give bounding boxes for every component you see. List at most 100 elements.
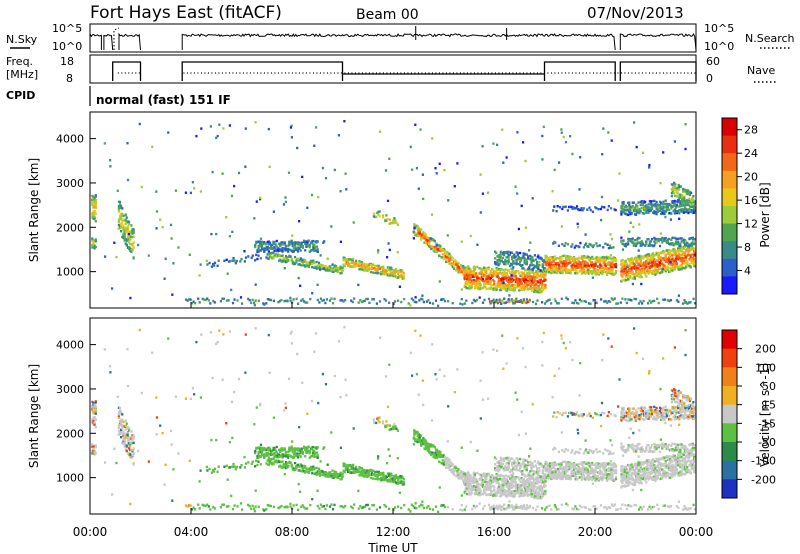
heatmap-cell — [337, 270, 340, 273]
heatmap-cell — [122, 235, 125, 238]
heatmap-cell — [507, 256, 510, 259]
heatmap-cell — [633, 121, 636, 124]
heatmap-cell — [255, 241, 258, 244]
heatmap-cell — [553, 264, 556, 267]
heatmap-cell — [622, 266, 625, 269]
heatmap-cell — [251, 298, 254, 302]
heatmap-cell — [574, 207, 577, 210]
heatmap-cell — [652, 244, 655, 248]
heatmap-cell — [91, 212, 94, 215]
heatmap-cell — [555, 271, 559, 274]
heatmap-cell — [292, 249, 295, 252]
heatmap-cell — [508, 294, 511, 297]
heatmap-cell — [278, 254, 281, 257]
heatmap-cell — [673, 188, 676, 192]
heatmap-cell — [664, 210, 667, 213]
heatmap-cell — [644, 267, 647, 270]
heatmap-cell — [628, 264, 631, 267]
heatmap-cell — [377, 264, 380, 268]
heatmap-cell — [563, 254, 566, 257]
heatmap-cell — [627, 201, 630, 204]
heatmap-cell — [688, 265, 691, 268]
heatmap-cell — [263, 241, 266, 244]
heatmap-cell — [244, 462, 248, 465]
heatmap-cell — [120, 418, 123, 422]
heatmap-cell — [691, 253, 694, 256]
heatmap-cell — [660, 201, 663, 204]
heatmap-cell — [609, 269, 612, 272]
heatmap-cell — [549, 260, 552, 264]
heatmap-cell — [609, 300, 612, 303]
heatmap-cell — [373, 266, 376, 270]
heatmap-cell — [572, 256, 576, 260]
heatmap-cell — [260, 247, 264, 250]
heatmap-cell — [686, 260, 689, 263]
heatmap-cell — [522, 141, 525, 144]
heatmap-cell — [448, 259, 451, 262]
heatmap-cell — [622, 239, 625, 242]
heatmap-cell — [424, 439, 427, 442]
heatmap-cell — [389, 274, 392, 277]
heatmap-cell — [677, 186, 680, 189]
heatmap-cell — [587, 268, 590, 272]
heatmap-cell — [161, 226, 164, 229]
heatmap-cell — [637, 201, 640, 204]
heatmap-cell — [306, 301, 309, 304]
heatmap-cell — [284, 466, 288, 470]
heatmap-cell — [638, 275, 641, 279]
heatmap-cell — [531, 197, 534, 200]
heatmap-cell — [641, 151, 645, 154]
heatmap-cell — [352, 257, 355, 261]
heatmap-cell — [572, 301, 575, 305]
heatmap-cell — [543, 283, 546, 287]
heatmap-cell — [121, 413, 124, 416]
heatmap-cell — [496, 273, 499, 276]
heatmap-cell — [556, 205, 559, 208]
heatmap-cell — [552, 242, 555, 245]
heatmap-cell — [121, 427, 124, 430]
heatmap-cell — [296, 257, 300, 261]
heatmap-cell — [402, 277, 405, 280]
heatmap-cell — [321, 166, 324, 170]
heatmap-cell — [243, 250, 246, 253]
heatmap-cell — [564, 242, 567, 245]
heatmap-cell — [658, 244, 662, 248]
heatmap-cell — [498, 258, 501, 262]
heatmap-cell — [126, 437, 130, 440]
heatmap-cell — [576, 222, 579, 226]
heatmap-cell — [543, 273, 546, 276]
heatmap-cell — [468, 287, 471, 290]
nsky-label: N.Sky — [6, 33, 38, 46]
heatmap-cell — [654, 242, 657, 245]
heatmap-cell — [121, 219, 124, 222]
heatmap-cell — [475, 279, 478, 282]
heatmap-cell — [483, 280, 486, 283]
heatmap-cell — [690, 198, 693, 201]
heatmap-cell — [483, 284, 486, 287]
heatmap-cell — [640, 240, 643, 243]
heatmap-cell — [424, 233, 427, 236]
heatmap-cell — [449, 255, 452, 258]
heatmap-cell — [104, 255, 107, 258]
heatmap-cell — [595, 207, 598, 210]
heatmap-cell — [132, 452, 135, 456]
heatmap-cell — [313, 249, 316, 252]
heatmap-cell — [383, 479, 386, 482]
heatmap-cell — [298, 259, 301, 262]
heatmap-cell — [673, 184, 676, 187]
heatmap-cell — [359, 474, 362, 477]
heatmap-cell — [347, 468, 350, 472]
heatmap-cell — [442, 256, 445, 259]
heatmap-cell — [273, 249, 276, 253]
heatmap-cell — [600, 205, 604, 209]
heatmap-cell — [666, 268, 669, 271]
heatmap-cell — [554, 262, 557, 265]
heatmap-cell — [679, 202, 682, 205]
heatmap-cell — [414, 296, 417, 299]
heatmap-cell — [473, 273, 477, 277]
heatmap-cell — [657, 260, 660, 263]
heatmap-cell — [663, 268, 666, 272]
heatmap-cell — [129, 237, 132, 240]
heatmap-cell — [265, 448, 268, 451]
